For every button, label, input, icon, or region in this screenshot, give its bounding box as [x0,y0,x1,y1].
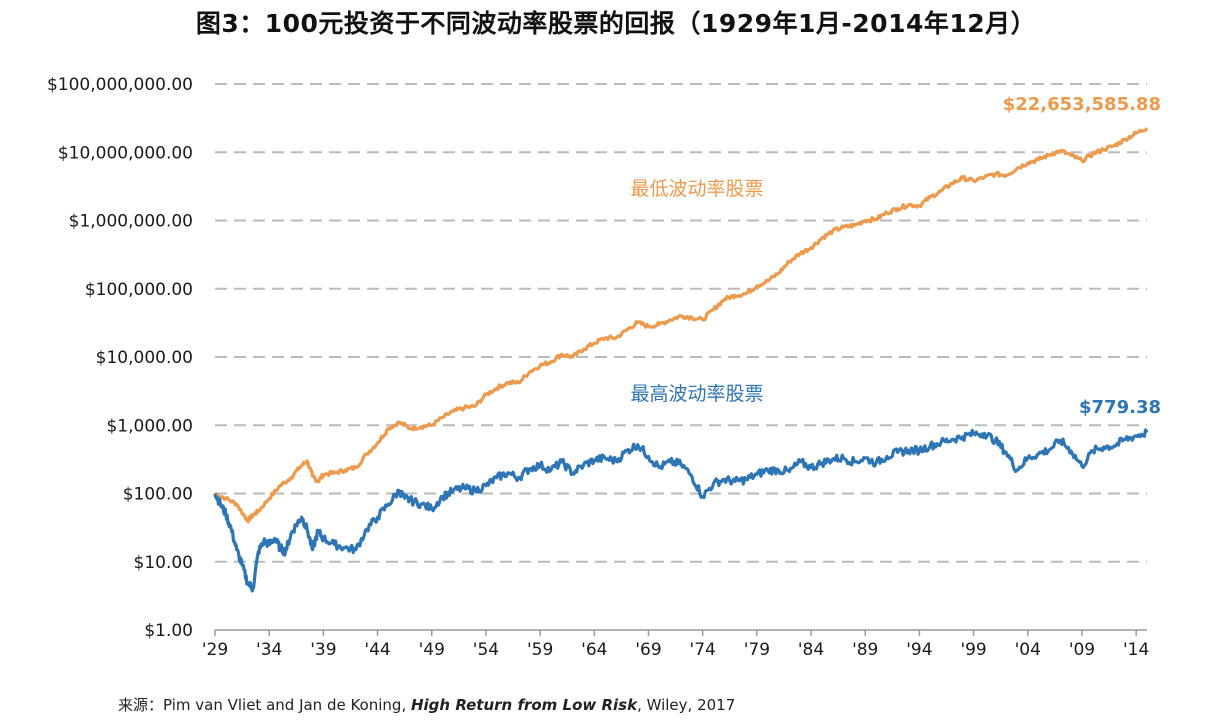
x-tick-label: '44 [364,640,390,660]
y-tick-label: $100.00 [123,485,193,505]
x-tick-label: '29 [202,640,228,660]
x-tick-label: '49 [419,640,445,660]
x-tick-label: '69 [635,640,661,660]
y-tick-label: $100,000,000.00 [47,75,193,95]
series-line-high-volatility [213,428,1149,593]
x-tick-label: '09 [1069,640,1095,660]
source-suffix: , Wiley, 2017 [637,696,736,714]
source-book-title: High Return from Low Risk [410,696,638,714]
y-tick-label: $1,000,000.00 [69,212,193,232]
x-tick-label: '84 [798,640,824,660]
y-tick-label: $10,000,000.00 [58,143,193,163]
x-tick-label: '64 [581,640,607,660]
y-tick-label: $10,000.00 [96,348,193,368]
x-tick-label: '99 [960,640,986,660]
y-tick-label: $1,000.00 [106,416,193,436]
x-tick-label: '14 [1123,640,1149,660]
source-prefix: 来源：Pim van Vliet and Jan de Koning, [118,696,411,714]
chart-title: 图3：100元投资于不同波动率股票的回报（1929年1月-2014年12月） [195,9,1037,38]
x-tick-label: '34 [256,640,282,660]
grid-lines [215,83,1147,563]
end-value-low-volatility: $22,653,585.88 [1003,94,1161,115]
x-tick-label: '39 [310,640,336,660]
y-axis-tick-labels: $1.00 $10.00 $100.00 $1,000.00 $10,000.00 $10… [47,75,193,641]
y-tick-label: $10.00 [134,553,193,573]
series-name-high-volatility: 最高波动率股票 [630,383,763,405]
y-tick-label: $1.00 [144,621,193,641]
series-name-low-volatility: 最低波动率股票 [630,178,763,200]
x-tick-label: '59 [527,640,553,660]
x-tick-label: '74 [690,640,716,660]
x-tick-label: '94 [906,640,932,660]
x-axis: '29 '34 '39 '44 '49 '54 '59 '64 '69 '74 '79 '84 '89 '… [202,629,1149,660]
source-note: 来源：Pim van Vliet and Jan de Koning, High… [118,694,735,715]
x-tick-label: '04 [1015,640,1041,660]
x-tick-label: '89 [852,640,878,660]
series-line-low-volatility [214,127,1149,524]
end-value-high-volatility: $779.38 [1079,397,1161,418]
x-tick-label: '79 [744,640,770,660]
series-lines [213,127,1149,593]
x-tick-label: '54 [473,640,499,660]
y-tick-label: $100,000.00 [85,280,193,300]
